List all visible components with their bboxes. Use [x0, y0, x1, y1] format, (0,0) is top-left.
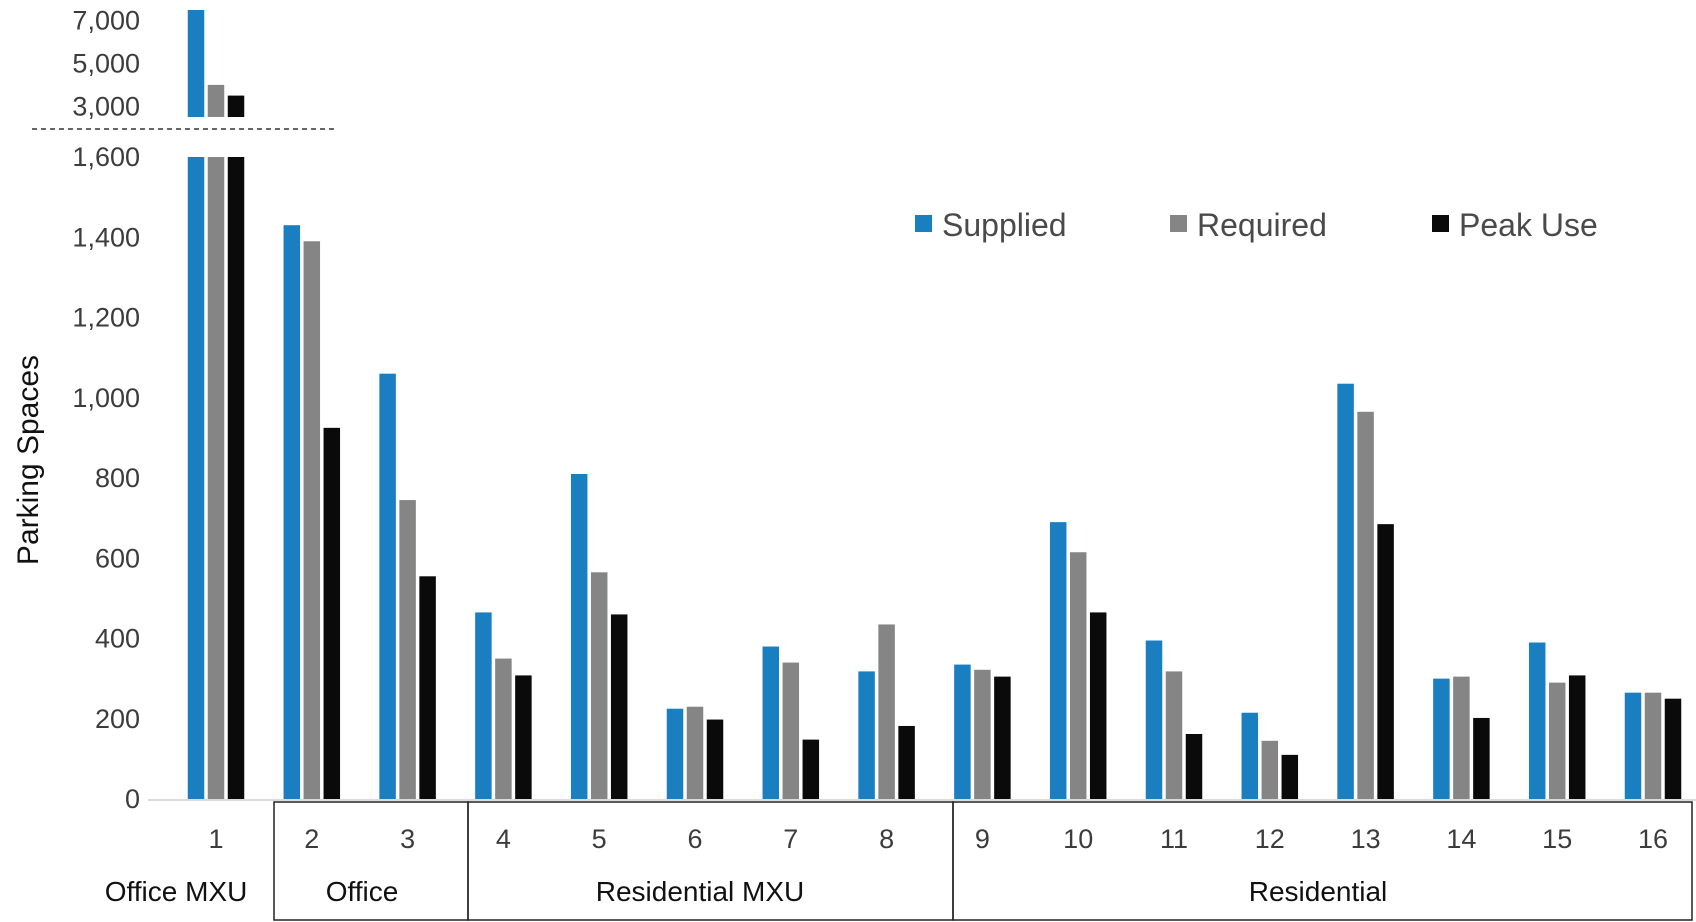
category-label: 11: [1160, 824, 1188, 854]
legend-swatch: [1170, 215, 1187, 232]
category-label: 12: [1255, 824, 1285, 854]
bar-required-4: [495, 658, 512, 799]
bar-supplied-4: [475, 612, 492, 799]
bar-peak-use-2: [323, 427, 341, 799]
bar-supplied-11: [1145, 640, 1163, 799]
bar-required-1-lower: [207, 157, 225, 799]
lower-y-ticks: 0 200 400 600 800 1,000 1,200 1,400 1,600: [72, 142, 140, 814]
bar-supplied-10: [1049, 522, 1067, 799]
bar-required-3: [399, 500, 416, 799]
y-tick-label-upper: 3,000: [72, 91, 140, 121]
legend-swatch: [915, 215, 932, 232]
group-boxes: Office MXU Office Residential MXU Residenti…: [105, 801, 1693, 921]
upper-y-ticks: 3,000 5,000 7,000: [72, 6, 140, 122]
bar-required-1-upper: [207, 84, 225, 117]
category-label: 9: [975, 824, 990, 854]
category-label: 16: [1638, 824, 1668, 854]
bar-required-12: [1261, 740, 1279, 799]
y-tick-label: 1,200: [72, 303, 140, 333]
category-label: 14: [1446, 824, 1476, 854]
group-box: [952, 801, 1693, 921]
bar-peak-use-7: [802, 739, 820, 799]
bar-peak-use-4: [515, 675, 532, 799]
category-label: 4: [496, 824, 511, 854]
category-label: 15: [1542, 824, 1572, 854]
y-tick-label-upper: 5,000: [72, 49, 140, 79]
bar-supplied-13: [1337, 383, 1354, 799]
category-label: 10: [1063, 824, 1093, 854]
bar-required-8: [878, 624, 895, 799]
group-label: Residential: [1249, 876, 1388, 907]
bar-peak-use-16: [1664, 698, 1682, 799]
y-tick-label: 1,600: [72, 142, 140, 172]
category-labels: 1 2 3 4 5 6 7 8 9 10 11 12 13 14 15 16: [208, 824, 1668, 854]
bar-required-14: [1453, 676, 1470, 799]
category-label: 8: [879, 824, 894, 854]
bar-supplied-5: [570, 473, 588, 799]
bar-peak-use-15: [1568, 675, 1586, 799]
bar-peak-use-9: [994, 676, 1011, 799]
group-label: Office MXU: [105, 876, 248, 907]
bar-supplied-1-upper: [187, 10, 205, 117]
bar-supplied-2: [283, 225, 301, 799]
bar-required-2: [303, 241, 321, 799]
bar-required-11: [1165, 671, 1183, 799]
bar-supplied-6: [666, 708, 684, 799]
y-tick-label: 800: [95, 463, 140, 493]
bar-supplied-7: [762, 646, 780, 799]
bar-peak-use-14: [1473, 717, 1490, 799]
bar-required-5: [590, 572, 608, 799]
category-label: 1: [208, 824, 223, 854]
bar-peak-use-11: [1185, 733, 1203, 799]
y-tick-label: 400: [95, 624, 140, 654]
group-label: Residential MXU: [596, 876, 805, 907]
bar-peak-use-6: [706, 719, 724, 799]
y-tick-label: 600: [95, 543, 140, 573]
legend-label: Required: [1197, 207, 1327, 243]
bar-supplied-8: [858, 671, 875, 799]
y-tick-label: 0: [125, 784, 140, 814]
bar-supplied-15: [1528, 642, 1546, 799]
bar-peak-use-3: [419, 576, 436, 799]
bars: [187, 10, 1682, 799]
y-tick-label-upper: 7,000: [72, 6, 140, 36]
bar-required-10: [1069, 552, 1087, 799]
category-label: 7: [783, 824, 798, 854]
bar-peak-use-5: [610, 614, 628, 799]
bar-peak-use-1-upper: [227, 95, 245, 117]
bar-supplied-16: [1624, 692, 1642, 799]
bar-peak-use-12: [1281, 754, 1299, 799]
group-label: Office: [326, 876, 399, 907]
legend: Supplied Required Peak Use: [915, 207, 1598, 243]
bar-required-16: [1644, 692, 1662, 799]
legend-label: Peak Use: [1459, 207, 1598, 243]
y-tick-label: 1,000: [72, 383, 140, 413]
legend-swatch: [1432, 215, 1449, 232]
bar-required-15: [1548, 682, 1566, 799]
bar-required-7: [782, 662, 800, 799]
bar-required-6: [686, 706, 704, 799]
bar-peak-use-1-lower: [227, 157, 245, 799]
y-tick-label: 200: [95, 704, 140, 734]
bar-supplied-12: [1241, 712, 1259, 799]
category-label: 3: [400, 824, 415, 854]
category-label: 6: [687, 824, 702, 854]
bar-supplied-3: [379, 373, 396, 799]
category-label: 13: [1351, 824, 1381, 854]
bar-required-13: [1357, 411, 1374, 799]
bar-peak-use-10: [1089, 612, 1107, 799]
category-label: 5: [592, 824, 607, 854]
bar-peak-use-8: [898, 725, 915, 799]
y-axis-label: Parking Spaces: [12, 355, 45, 565]
bar-supplied-14: [1433, 678, 1450, 799]
bar-required-9: [974, 669, 991, 799]
bar-peak-use-13: [1377, 524, 1394, 799]
legend-label: Supplied: [942, 207, 1067, 243]
y-tick-label: 1,400: [72, 222, 140, 252]
bar-supplied-1-lower: [187, 157, 205, 799]
bar-supplied-9: [954, 664, 971, 799]
category-label: 2: [304, 824, 319, 854]
